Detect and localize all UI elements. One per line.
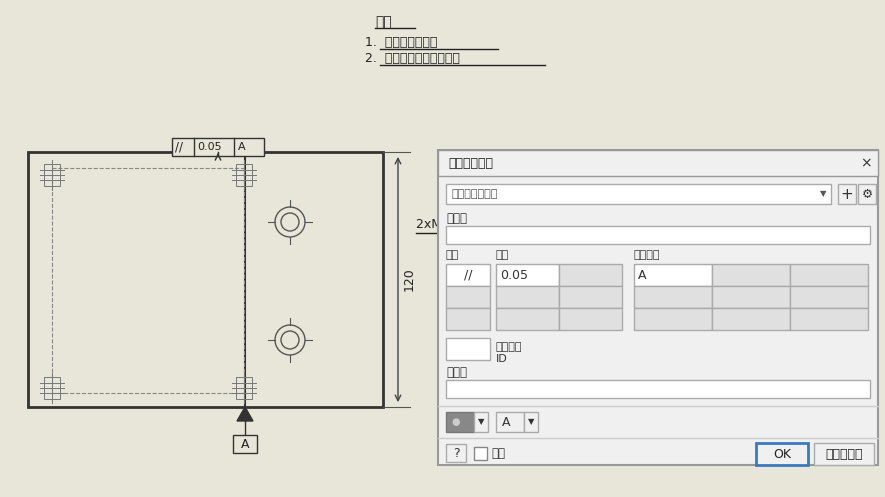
Bar [634,264,712,286]
Text: A: A [241,437,250,450]
Bar [858,184,876,204]
Bar [496,308,559,330]
Bar [634,286,712,308]
Text: 0.05: 0.05 [500,268,528,281]
Text: 2xM10 ね: 2xM10 ね [416,218,469,231]
Bar [790,286,868,308]
Bar [28,152,383,407]
Text: 公差: 公差 [496,250,509,260]
Text: ×: × [860,156,872,170]
Text: A: A [502,415,511,428]
Bar [446,184,831,204]
Text: キャンセル: キャンセル [825,447,863,461]
Bar [446,308,490,330]
Bar [496,264,559,286]
Text: ⚙: ⚙ [861,187,873,200]
Text: C（1：2）: C（1：2） [605,444,673,462]
Bar [712,264,790,286]
Text: 1.  バリ等無きこと: 1. バリ等無きこと [365,36,437,49]
Text: データム: データム [634,250,660,260]
Bar [233,435,257,453]
Bar [438,150,878,176]
Bar [496,412,524,432]
Bar [446,338,490,360]
Bar [446,412,474,432]
Bar [44,164,60,186]
Text: 注記: 注記 [375,15,392,29]
Text: データム
ID: データム ID [496,342,522,364]
Bar [559,286,622,308]
Text: //: // [175,141,183,154]
Bar [712,286,790,308]
Bar [438,150,878,465]
Text: ●: ● [451,417,460,427]
Bar [474,412,488,432]
Text: +: + [841,186,853,201]
Bar [446,444,466,462]
Text: 2.  加工後脱脂洗浄のこと: 2. 加工後脱脂洗浄のこと [365,52,460,65]
Text: A: A [638,268,647,281]
Text: 幾何公差記号: 幾何公差記号 [448,157,493,169]
Bar [838,184,856,204]
Text: ノート: ノート [446,366,467,379]
Text: 0.05: 0.05 [197,142,221,152]
Bar [524,412,538,432]
Text: ノート: ノート [446,212,467,225]
Bar [44,377,60,399]
Bar [446,286,490,308]
Text: ▼: ▼ [478,417,484,426]
Bar [790,308,868,330]
Bar [446,226,870,244]
Bar [474,447,487,460]
Text: ▼: ▼ [820,189,827,198]
Bar [756,443,808,465]
Polygon shape [237,407,253,421]
Text: //: // [464,268,473,281]
Text: ▼: ▼ [527,417,535,426]
Text: 120: 120 [403,267,416,291]
Bar [236,164,252,186]
Text: ?: ? [453,446,459,460]
Text: OK: OK [773,447,791,461]
Bar [790,264,868,286]
Bar [496,286,559,308]
Bar [446,264,490,286]
Bar [236,377,252,399]
Bar [712,308,790,330]
Bar [559,308,622,330]
Bar [559,264,622,286]
Bar [814,443,874,465]
Text: プリセットなし: プリセットなし [452,189,498,199]
Text: A: A [238,142,246,152]
Text: 記号: 記号 [446,250,459,260]
Bar [634,308,712,330]
Bar [446,380,870,398]
Bar [172,138,264,156]
Text: 全周: 全周 [491,446,505,460]
